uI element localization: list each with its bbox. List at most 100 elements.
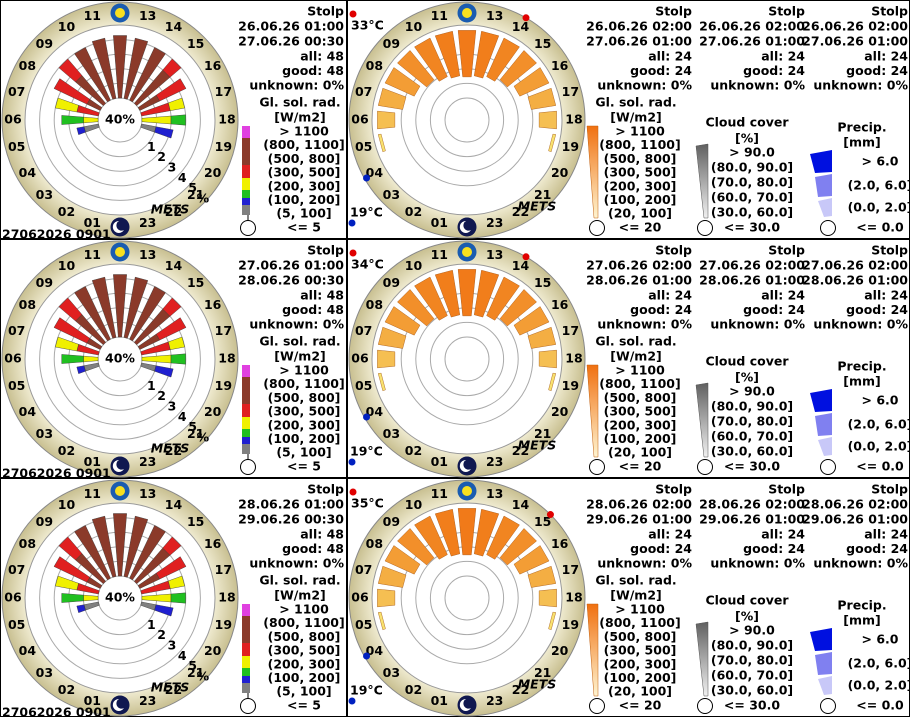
legend-label: (300, 500]	[268, 643, 341, 658]
stat: good: 48	[282, 63, 344, 78]
radiation-bar	[538, 349, 557, 369]
legend-unit: [mm]	[843, 374, 880, 389]
legend-label: > 6.0	[862, 632, 899, 647]
period: 28.06.26 01:00	[586, 273, 692, 288]
tmax-label: 33°C	[351, 18, 384, 33]
hour-label: 03	[383, 665, 400, 680]
stat: all: 24	[761, 288, 805, 303]
hour-label: 07	[8, 562, 25, 577]
tmin-dot	[363, 413, 371, 421]
hour-label: 22	[512, 443, 529, 458]
center-label: 40%	[105, 590, 135, 605]
stat: unknown: 0%	[249, 78, 344, 93]
radiation-bar	[377, 372, 386, 392]
hour-label: 06	[4, 351, 22, 366]
stat: all: 48	[300, 527, 344, 542]
legend-swatch	[242, 138, 250, 165]
hour-label: 21	[534, 426, 551, 441]
moon-icon-crescent	[112, 459, 124, 472]
radiation-bar	[457, 269, 477, 317]
hour-label: 05	[355, 617, 372, 632]
legend-label: (200, 300]	[268, 417, 341, 432]
legend-swatch	[242, 205, 250, 215]
hour-label: 10	[405, 19, 423, 34]
stat: all: 48	[300, 49, 344, 64]
station-title: Stolp	[871, 243, 908, 258]
legend-gradient	[586, 603, 599, 697]
radiation-bar	[384, 306, 421, 336]
hour-label: 20	[204, 643, 222, 658]
hour-label: 02	[58, 443, 75, 458]
legend-unit: [%]	[735, 131, 759, 146]
period: 27.06.26 00:30	[238, 34, 344, 49]
period: 27.06.26 01:00	[238, 258, 344, 273]
legend-label: (200, 300]	[268, 178, 341, 193]
hour-label: 03	[383, 426, 400, 441]
hour-label: 16	[551, 297, 569, 312]
stat: good: 24	[743, 63, 805, 78]
tmax-dot	[522, 14, 530, 22]
tmin-label: 19°C	[350, 683, 383, 698]
hour-label: 02	[58, 204, 75, 219]
radiation-bar	[377, 110, 396, 130]
hour-label: 07	[8, 323, 25, 338]
legend-title: Precip.	[837, 120, 886, 135]
legend-label: (2.0, 6.0]	[848, 417, 910, 432]
legend-swatch	[242, 404, 250, 417]
hour-label: 20	[204, 165, 222, 180]
hour-label: 19	[215, 617, 232, 632]
ring-label: 5	[188, 419, 197, 434]
hour-label: 20	[551, 165, 569, 180]
ring-label: %	[197, 668, 210, 683]
stat: unknown: 0%	[710, 317, 805, 332]
stat: all: 24	[648, 49, 692, 64]
legend-label: (800, 1100]	[599, 615, 680, 630]
logo: METS	[151, 680, 190, 695]
legend-label: > 6.0	[862, 393, 899, 408]
hour-label: 19	[215, 378, 232, 393]
legend-swatch	[818, 198, 832, 217]
legend-swatch	[242, 178, 250, 190]
moon-icon-crescent	[459, 220, 471, 233]
stamp: 27062026 0901	[2, 705, 111, 718]
hour-label: 22	[165, 682, 182, 697]
legend-label: > 1100	[615, 602, 665, 617]
ring-label: 5	[188, 658, 197, 673]
legend-title: Gl. sol. rad.	[259, 334, 340, 349]
station-title: Stolp	[768, 243, 805, 258]
legend-gradient	[586, 364, 599, 458]
radiation-bar	[513, 545, 550, 575]
tmin-key	[348, 458, 356, 466]
tmin-label: 19°C	[350, 205, 383, 220]
dial-circle	[429, 560, 505, 636]
hour-label: 13	[486, 8, 503, 23]
stat: good: 24	[630, 541, 692, 556]
legend-swatch	[242, 126, 250, 138]
legend-bulb	[240, 698, 256, 714]
radiation-bar	[538, 588, 557, 608]
hour-label: 11	[431, 486, 448, 501]
tmax-label: 35°C	[351, 496, 384, 511]
hour-label: 23	[139, 215, 156, 230]
hour-label: 05	[355, 378, 372, 393]
hour-label: 14	[512, 19, 530, 34]
hour-label: 14	[165, 19, 183, 34]
legend-label: > 90.0	[729, 384, 775, 399]
legend-swatch	[810, 389, 832, 412]
sun-icon-core	[462, 8, 472, 18]
radiation-bar	[513, 67, 550, 97]
radiation-bar	[155, 556, 187, 580]
legend-bulb	[589, 459, 605, 475]
radiation-bar	[513, 306, 550, 336]
legend-label: (200, 300]	[604, 178, 677, 193]
ring-label: 2	[157, 149, 166, 164]
radiation-bar	[162, 536, 182, 556]
radiation-bar	[58, 58, 83, 83]
legend-gradient	[695, 382, 709, 458]
hour-label: 17	[215, 562, 232, 577]
stat: good: 48	[282, 302, 344, 317]
station-title: Stolp	[871, 4, 908, 19]
ring-label: 3	[168, 398, 177, 413]
legend-label: > 1100	[279, 363, 329, 378]
stat: unknown: 0%	[249, 556, 344, 571]
